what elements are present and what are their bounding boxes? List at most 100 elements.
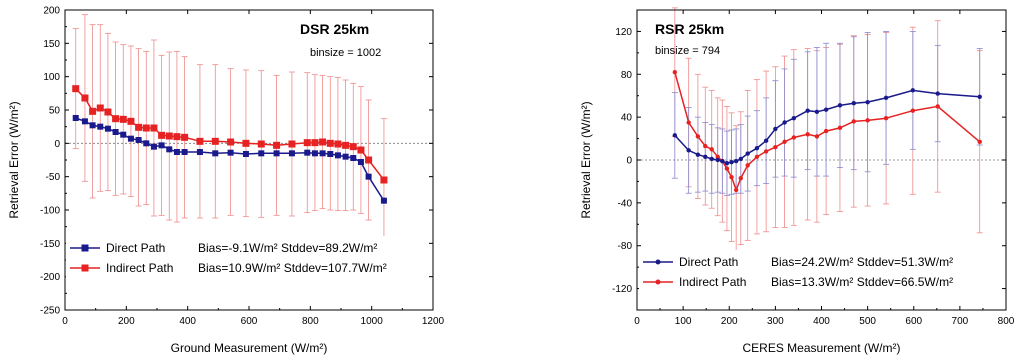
data-point [258,150,265,157]
x-tick-label: 800 [302,316,319,327]
data-point [135,137,142,143]
y-tick-label: -50 [46,172,61,183]
plot-frame [64,9,434,311]
y-tick-label: 100 [43,72,60,83]
data-point [365,156,373,164]
data-point [127,117,135,125]
legend-label: Direct Path [679,255,738,269]
legend-box [66,236,426,280]
data-point [72,85,80,93]
x-tick-label: 1000 [361,316,384,327]
x-tick-label: 700 [952,316,969,327]
y-axis-label: Retrieval Error (W/m²) [7,101,21,218]
data-point [935,91,940,96]
data-point [791,116,797,121]
plot-frame [636,9,1007,311]
data-point [104,108,112,116]
data-point [242,139,250,147]
data-point [326,139,334,147]
data-point [686,148,691,153]
data-point [142,124,150,132]
data-point [935,104,940,109]
data-point [89,107,97,115]
data-point [823,107,829,112]
data-point [196,137,204,145]
data-point [97,123,104,130]
data-point [304,149,311,156]
data-point [158,131,166,139]
binsize-annotation: binsize = 794 [655,45,720,57]
data-point [814,134,820,139]
data-point [242,151,249,157]
data-point [181,133,189,141]
data-point [805,132,810,137]
data-point [72,115,79,121]
data-point [695,134,701,139]
y-tick-label: -40 [618,198,633,209]
data-point [851,119,856,124]
data-point [173,149,180,155]
y-tick-label: 200 [43,6,60,17]
data-point [181,149,188,155]
y-tick-label: 80 [621,70,633,81]
data-point [143,140,150,147]
data-point [112,129,119,135]
data-point [96,104,104,112]
data-point [273,150,280,157]
data-point [837,103,843,108]
data-point [81,118,88,125]
legend-label: Indirect Path [679,275,746,289]
data-point [303,139,311,147]
legend-stats: Bias=-9.1W/m² Stddev=89.2W/m² [198,241,377,255]
data-point [724,161,730,166]
x-tick-label: 500 [859,316,876,327]
data-point [288,150,295,157]
x-tick-label: 200 [721,316,738,327]
data-point [166,146,173,153]
data-point [104,125,111,132]
data-point [715,154,720,159]
y-tick-label: 150 [43,39,60,50]
data-point [165,132,173,140]
data-point [910,108,916,113]
data-point [837,125,843,131]
data-point [729,159,734,165]
data-point [703,154,708,159]
data-point [715,157,720,163]
data-point [814,109,820,114]
data-point [738,176,743,181]
data-point [211,137,219,145]
data-point [357,159,364,165]
data-point [773,126,778,132]
y-tick-label: -150 [40,239,60,250]
chart-title: DSR 25km [300,21,369,37]
data-point [709,147,714,152]
data-point [720,158,725,164]
data-point [380,176,388,184]
data-point [127,135,134,142]
data-point [763,149,769,154]
data-point [212,150,219,157]
x-tick-label: 600 [241,316,258,327]
x-tick-label: 400 [813,316,830,327]
y-tick-label: 0 [54,139,60,150]
legend-stats: Bias=24.2W/m² Stddev=51.3W/m² [771,255,953,269]
y-tick-label: 50 [49,106,61,117]
y-axis-label: Retrieval Error (W/m²) [579,101,593,218]
data-point [754,146,760,151]
data-point [763,138,769,143]
data-point [738,156,743,162]
legend-stats: Bias=13.3W/m² Stddev=66.5W/m² [771,275,953,289]
legend-stats: Bias=10.9W/m² Stddev=107.7W/m² [198,261,387,275]
data-point [311,150,318,157]
x-tick-label: 0 [62,316,68,327]
data-point [273,141,281,149]
data-point [357,146,365,154]
data-point [695,152,701,157]
data-point [196,149,203,155]
data-point [319,150,326,157]
data-point [311,139,319,147]
data-point [703,143,708,149]
data-point [120,131,127,138]
x-tick-label: 100 [675,316,692,327]
